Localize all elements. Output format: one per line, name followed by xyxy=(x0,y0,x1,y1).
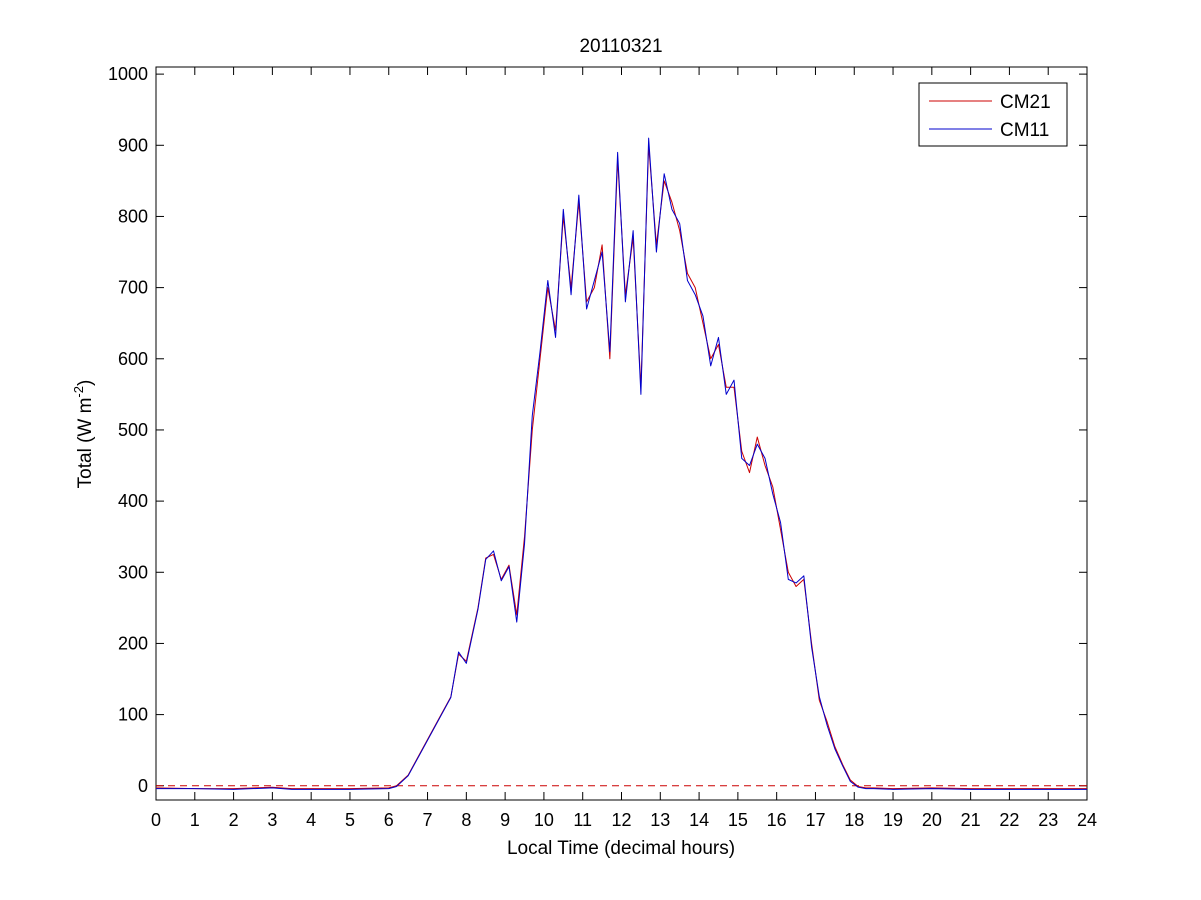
x-tick-label: 6 xyxy=(384,810,394,830)
y-tick-label: 900 xyxy=(118,135,148,155)
y-tick-label: 0 xyxy=(138,776,148,796)
x-tick-label: 5 xyxy=(345,810,355,830)
y-tick-label: 800 xyxy=(118,206,148,226)
x-tick-label: 3 xyxy=(267,810,277,830)
y-tick-label: 600 xyxy=(118,349,148,369)
x-tick-label: 4 xyxy=(306,810,316,830)
legend: CM21 CM11 xyxy=(918,82,1068,147)
x-tick-label: 18 xyxy=(844,810,864,830)
y-axis-label-main: Total (W m xyxy=(75,398,96,489)
x-tick-label: 9 xyxy=(500,810,510,830)
series-layer xyxy=(155,137,1087,790)
x-tick-label: 12 xyxy=(611,810,631,830)
x-tick-label: 24 xyxy=(1077,810,1097,830)
x-tick-label: 10 xyxy=(534,810,554,830)
x-axis-label: Local Time (decimal hours) xyxy=(507,838,735,859)
y-axis-label-superscript: -2 xyxy=(71,386,86,398)
y-tick-label: 200 xyxy=(118,633,148,653)
x-tick-label: 2 xyxy=(229,810,239,830)
x-tick-label: 23 xyxy=(1038,810,1058,830)
x-tick-label: 14 xyxy=(689,810,709,830)
x-tick-label: 8 xyxy=(461,810,471,830)
y-tick-label: 500 xyxy=(118,420,148,440)
x-tick-label: 16 xyxy=(767,810,787,830)
x-tick-label: 7 xyxy=(423,810,433,830)
legend-label-cm11: CM11 xyxy=(1000,120,1049,141)
y-axis-label-end: ) xyxy=(75,380,96,386)
series-line-cm11 xyxy=(156,137,1087,790)
x-tick-label: 17 xyxy=(805,810,825,830)
y-tick-label: 400 xyxy=(118,491,148,511)
x-axis-ticks: 0 1 2 3 4 5 6 7 8 9 10 11 12 13 14 15 16 17 18 19 20 21 22 23 24 xyxy=(151,67,1097,830)
x-tick-label: 0 xyxy=(151,810,161,830)
x-tick-label: 19 xyxy=(883,810,903,830)
plot-frame xyxy=(155,66,1088,801)
y-axis-label: Total (W m-2) xyxy=(71,380,96,489)
y-tick-label: 700 xyxy=(118,278,148,298)
x-tick-label: 15 xyxy=(728,810,748,830)
legend-label-cm21: CM21 xyxy=(1000,92,1051,113)
y-axis-ticks: 0 100 200 300 400 500 600 700 800 900 1000 xyxy=(108,64,1087,796)
x-tick-label: 21 xyxy=(961,810,981,830)
y-tick-label: 1000 xyxy=(108,64,148,84)
x-tick-label: 11 xyxy=(573,810,592,830)
legend-box xyxy=(918,82,1068,147)
x-tick-label: 1 xyxy=(190,810,200,830)
y-tick-label: 100 xyxy=(118,705,148,725)
y-tick-label: 300 xyxy=(118,562,148,582)
chart-title: 20110321 xyxy=(579,36,662,57)
x-tick-label: 20 xyxy=(922,810,942,830)
x-tick-label: 22 xyxy=(999,810,1019,830)
x-tick-label: 13 xyxy=(650,810,670,830)
